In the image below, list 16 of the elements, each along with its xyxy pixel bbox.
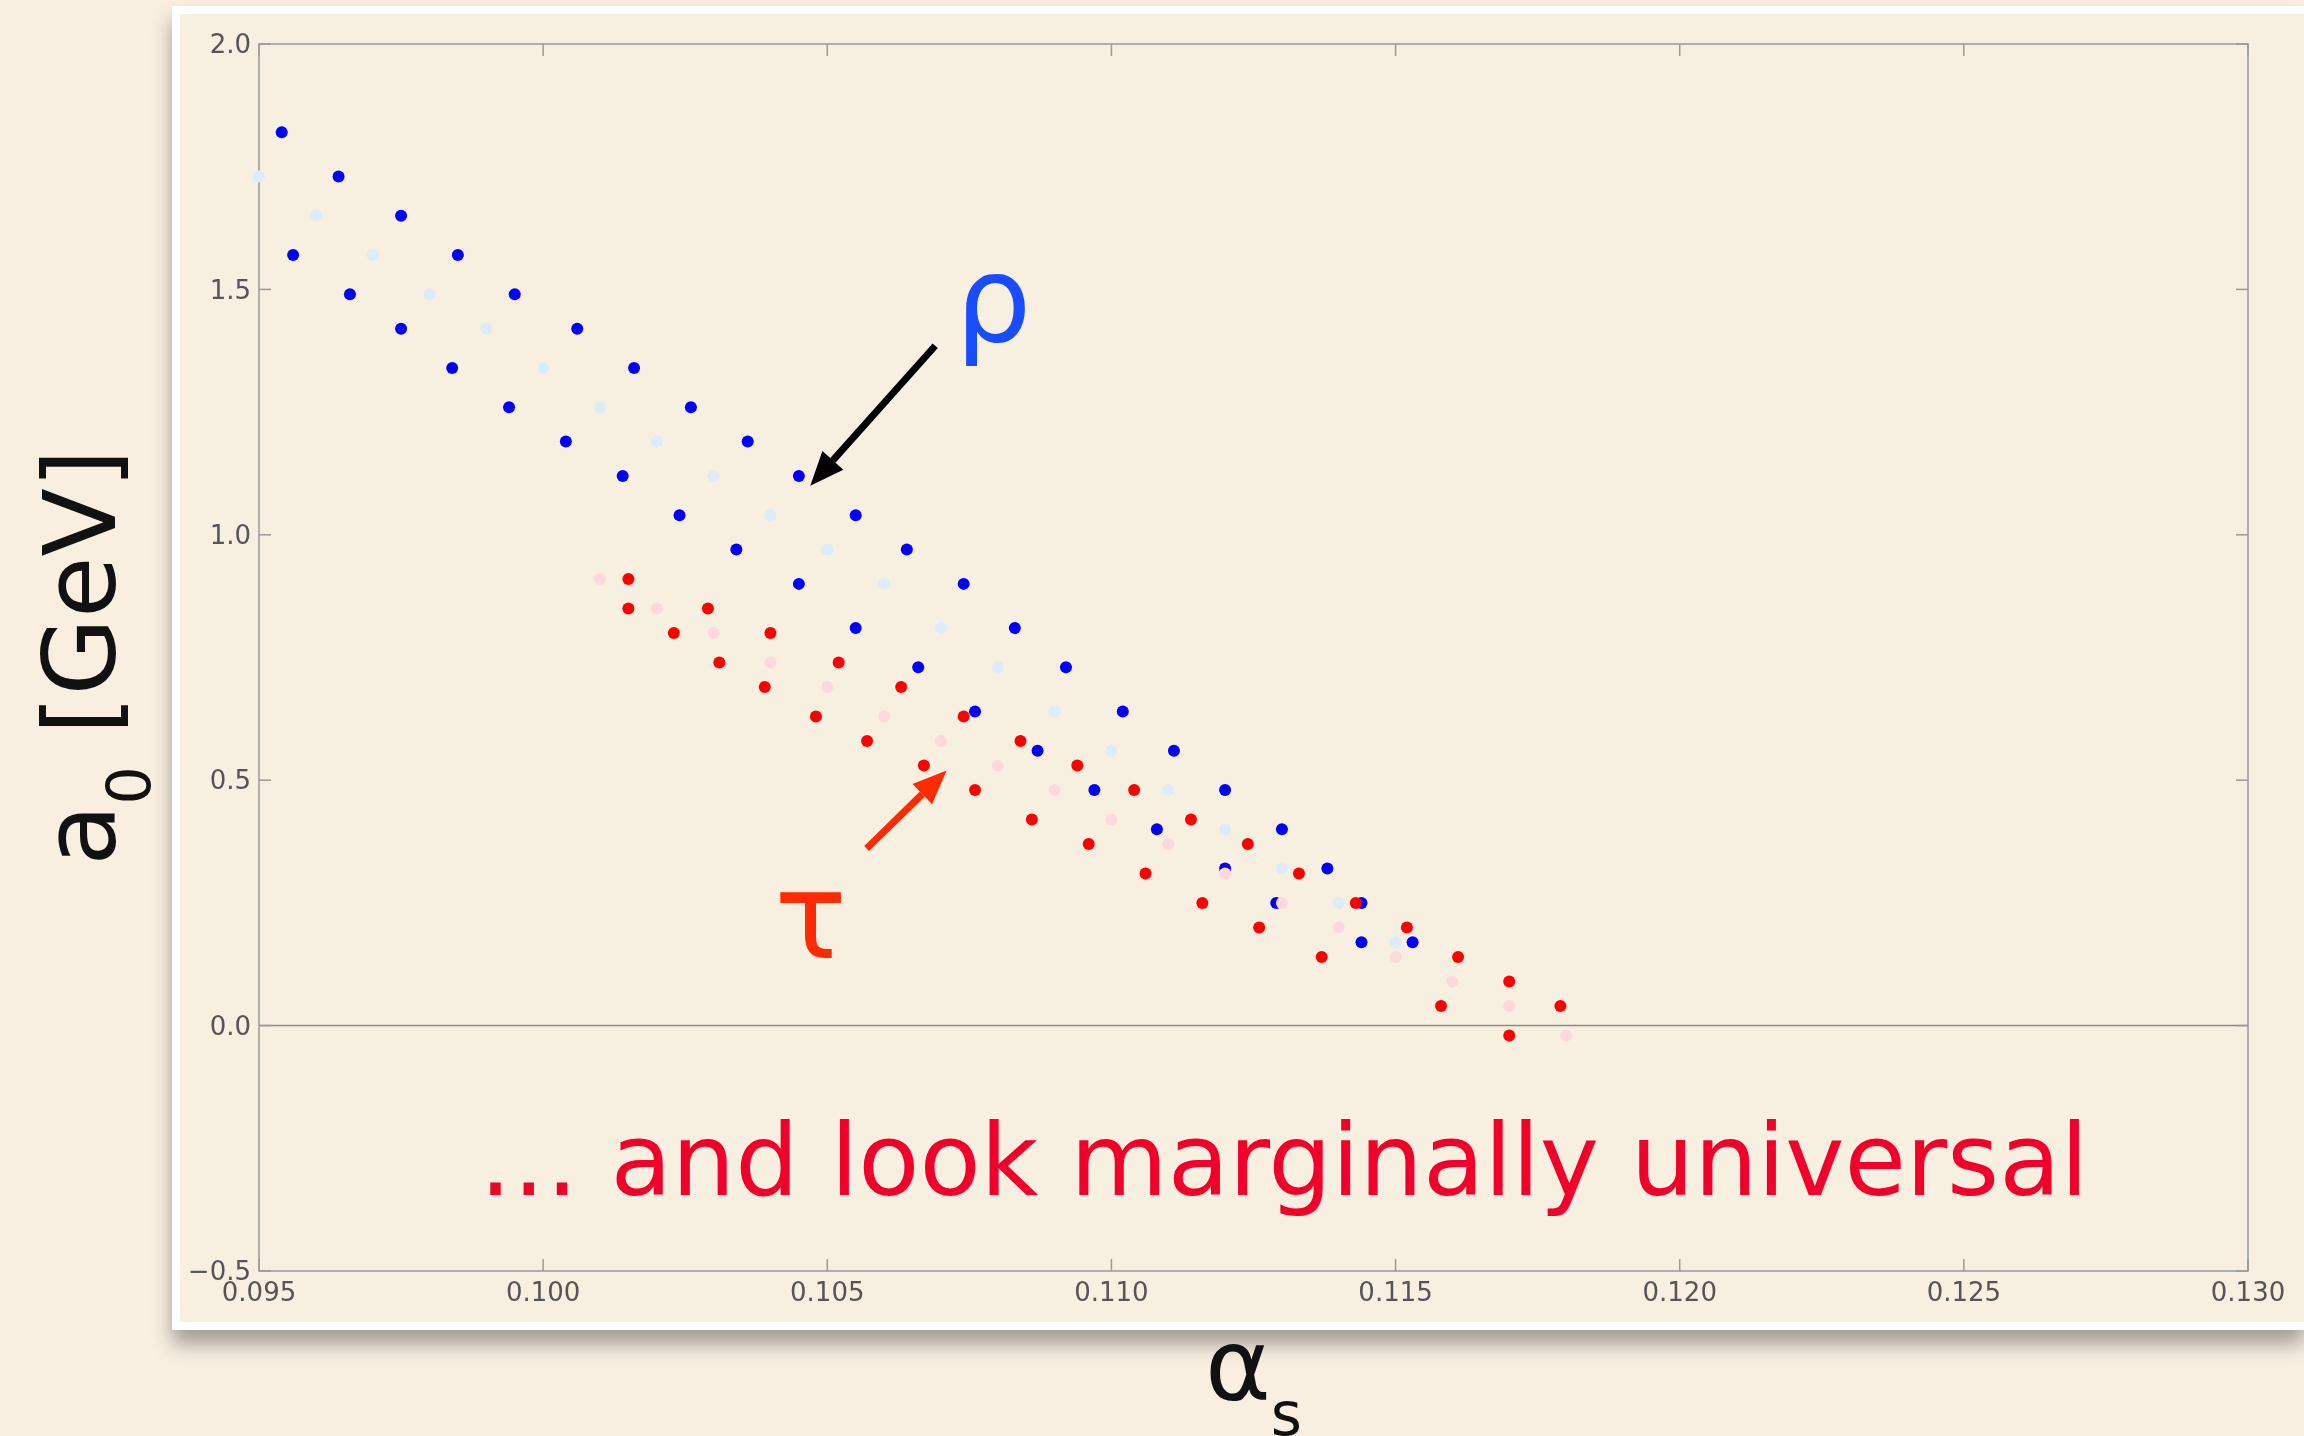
x-tick-label: 0.100 — [505, 1277, 581, 1307]
annotation: τ — [774, 847, 847, 987]
y-tick-label: 1.0 — [209, 519, 251, 550]
x-tick-label: 0.105 — [790, 1277, 865, 1307]
y-tick-label: 0.0 — [209, 1010, 251, 1041]
annotation: ρ — [955, 229, 1032, 369]
annotation: … and look marginally universal — [478, 1102, 2089, 1219]
x-tick-label: 0.110 — [1074, 1277, 1149, 1307]
y-tick-label: 0.5 — [209, 765, 251, 796]
x-tick-label: 0.130 — [2210, 1277, 2286, 1307]
x-tick-label: 0.115 — [1358, 1277, 1433, 1307]
y-tick-label: 2.0 — [209, 29, 251, 60]
x-tick-label: 0.120 — [1642, 1277, 1717, 1307]
x-axis-title: α$_{s}$ — [1204, 1307, 1303, 1436]
x-tick-label: 0.125 — [1926, 1277, 2002, 1307]
y-tick-label: 1.5 — [209, 274, 251, 305]
